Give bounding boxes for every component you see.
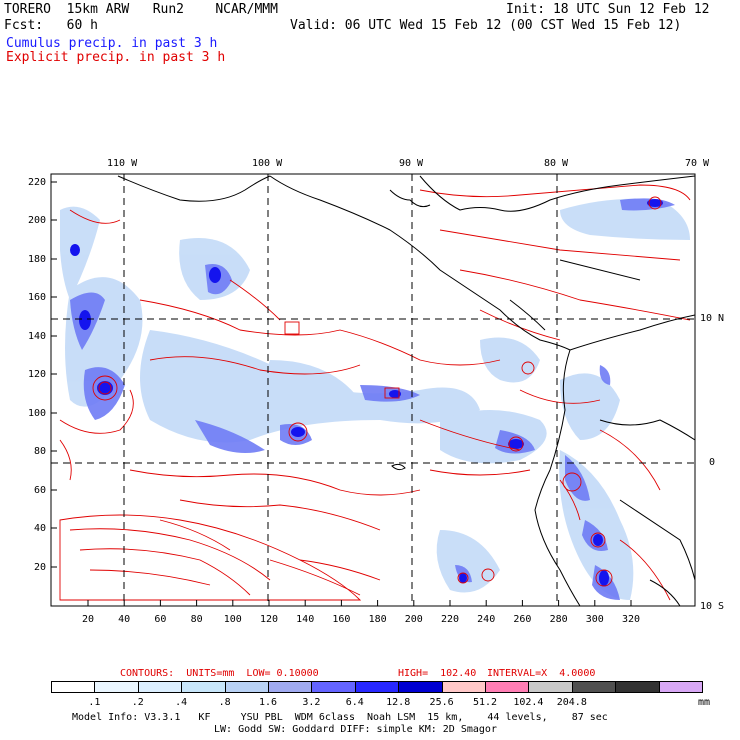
contour-high: HIGH= 102.40 <box>398 668 477 679</box>
y-tick-label: 80 <box>33 446 46 457</box>
legend-value: .8 <box>218 697 231 708</box>
lon-label: 100 W <box>252 158 283 169</box>
lat-lon-grid <box>51 174 695 606</box>
x-tick-label: 120 <box>259 614 279 625</box>
contour-info: CONTOURS: UNITS=mm LOW= 0.10000 <box>120 668 319 679</box>
y-tick-label: 100 <box>27 408 46 419</box>
lat-label: 10 N <box>700 313 725 324</box>
legend-value: 6.4 <box>345 697 364 708</box>
y-tick-label: 180 <box>27 254 46 265</box>
x-tick-label: 200 <box>404 614 423 625</box>
x-tick-label: 80 <box>190 614 203 625</box>
lat-label: 10 S <box>700 601 725 612</box>
y-tick-label: 160 <box>27 292 46 303</box>
y-tick-label: 140 <box>27 331 46 342</box>
lon-label: 110 W <box>107 158 138 169</box>
legend-value: 102.4 <box>513 697 544 708</box>
model-physics: LW: Godd SW: Goddard DIFF: simple KM: 2D… <box>214 724 497 735</box>
x-tick-label: 180 <box>368 614 387 625</box>
x-tick-label: 140 <box>296 614 315 625</box>
x-tick-label: 40 <box>118 614 131 625</box>
lon-label: 70 W <box>685 158 710 169</box>
legend-swatch <box>571 681 617 693</box>
legend-swatch <box>528 681 573 693</box>
legend-swatch <box>311 681 356 693</box>
y-tick-label: 120 <box>27 369 46 380</box>
y-tick-label: 60 <box>33 485 46 496</box>
legend-swatch <box>94 681 139 693</box>
legend-value: 12.8 <box>386 697 411 708</box>
legend-swatch <box>615 681 660 693</box>
legend-swatch <box>137 681 183 693</box>
legend-value: 3.2 <box>302 697 321 708</box>
x-tick-label: 260 <box>513 614 532 625</box>
legend-unit: mm <box>698 697 711 708</box>
y-tick-label: 40 <box>33 523 46 534</box>
y-tick-label: 220 <box>27 177 46 188</box>
x-tick-label: 280 <box>549 614 568 625</box>
forecast-hour: Fcst: 60 h <box>4 18 98 33</box>
cumulus-legend-text: Cumulus precip. in past 3 h <box>6 36 218 51</box>
x-tick-label: 320 <box>621 614 641 625</box>
model-info: Model Info: V3.3.1 KF YSU PBL WDM 6class… <box>72 712 608 723</box>
legend-value: .2 <box>131 697 144 708</box>
explicit-precip-contours <box>59 184 691 601</box>
legend-swatch <box>51 681 96 693</box>
legend-swatch <box>224 681 269 693</box>
y-tick-label: 200 <box>27 215 46 226</box>
x-tick-label: 160 <box>332 614 351 625</box>
x-tick-label: 100 <box>223 614 242 625</box>
legend-swatch <box>658 681 703 693</box>
x-tick-label: 300 <box>585 614 604 625</box>
x-tick-label: 240 <box>477 614 496 625</box>
contour-interval: INTERVAL=X 4.0000 <box>487 668 596 679</box>
lat-label: 0 <box>709 457 716 468</box>
legend-value: .1 <box>88 697 101 708</box>
valid-time: Valid: 06 UTC Wed 15 Feb 12 (00 CST Wed … <box>290 18 682 33</box>
x-tick-label: 60 <box>154 614 167 625</box>
legend-swatch <box>181 681 226 693</box>
legend-swatch <box>354 681 400 693</box>
map-frame <box>50 173 696 607</box>
legend-value: 1.6 <box>258 697 278 708</box>
legend-value: .4 <box>175 697 188 708</box>
x-tick-label: 220 <box>440 614 460 625</box>
init-time: Init: 18 UTC Sun 12 Feb 12 <box>506 2 710 17</box>
lon-label: 80 W <box>544 158 569 169</box>
legend-value: 204.8 <box>556 697 587 708</box>
legend-swatch <box>485 681 530 693</box>
explicit-legend-text: Explicit precip. in past 3 h <box>6 50 226 65</box>
legend-swatch <box>398 681 443 693</box>
legend-swatch <box>441 681 486 693</box>
lon-label: 90 W <box>399 158 424 169</box>
cumulus-precip-max <box>70 199 663 586</box>
y-tick-label: 20 <box>33 562 46 573</box>
model-title: TORERO 15km ARW Run2 NCAR/MMM <box>4 2 278 17</box>
legend-value: 25.6 <box>429 697 454 708</box>
x-tick-label: 20 <box>81 614 95 625</box>
legend-swatch <box>268 681 313 693</box>
legend-value: 51.2 <box>472 697 498 708</box>
